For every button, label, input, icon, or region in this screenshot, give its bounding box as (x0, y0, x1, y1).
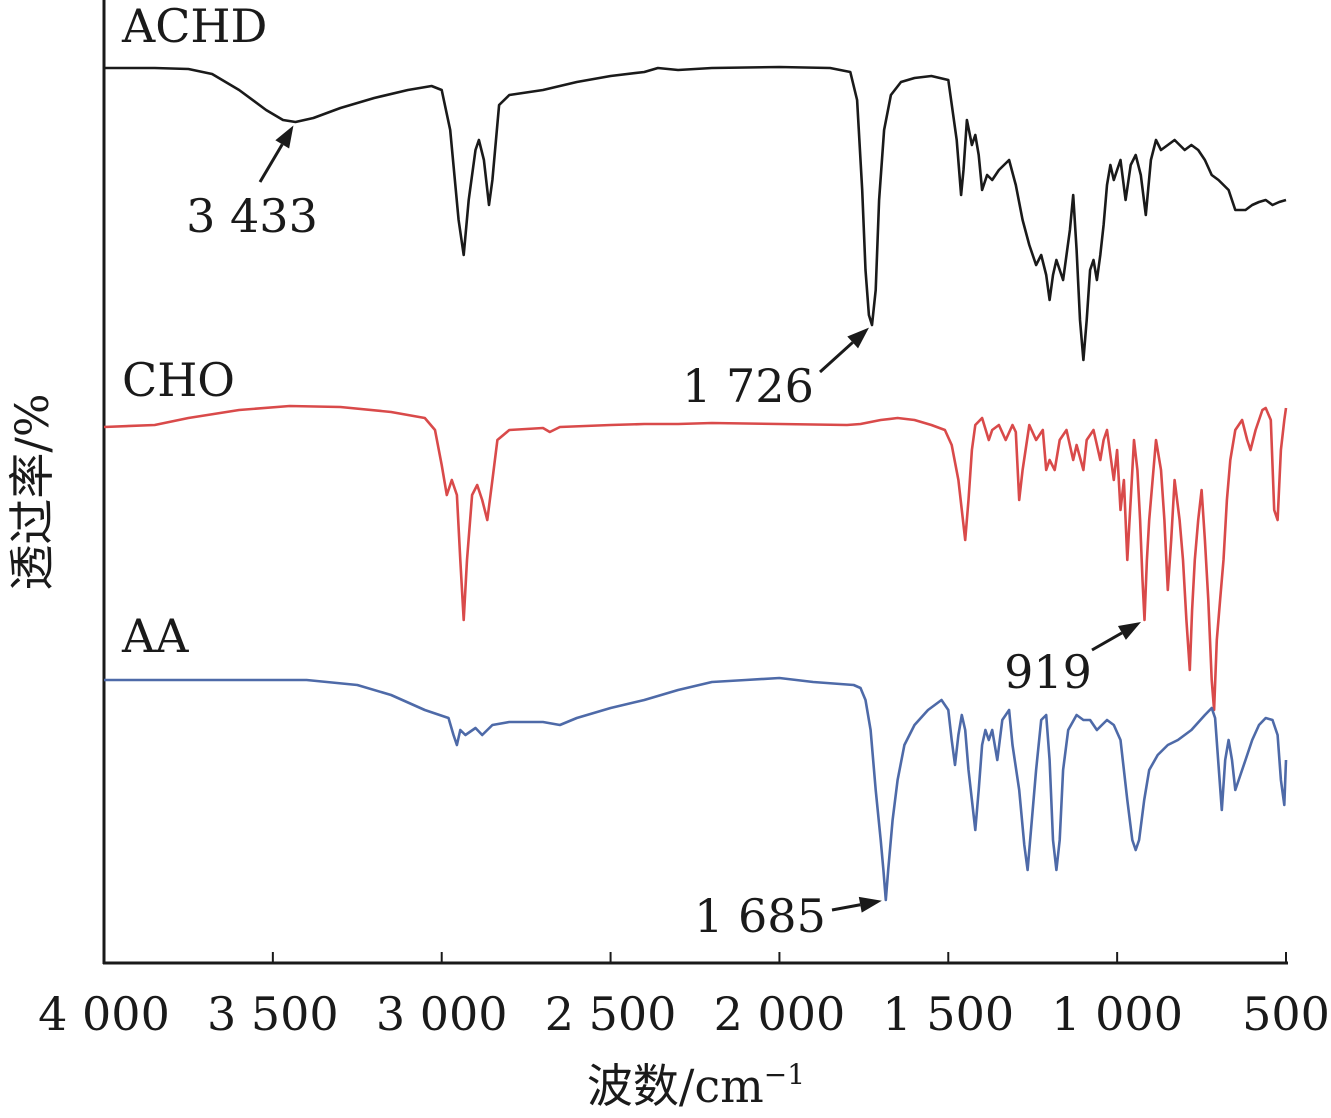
series-layer (103, 65, 1288, 902)
x-tick-label: 3 500 (207, 987, 339, 1041)
y-axis-label: 透过率/% (5, 393, 59, 590)
x-tick-label: 500 (1242, 987, 1330, 1041)
series-line-aa (104, 676, 1288, 902)
series-line-cho (103, 404, 1288, 712)
series-labels-layer: ACHD CHO AA (121, 0, 267, 663)
series-label-aa: AA (121, 609, 189, 663)
x-tick-label: 2 000 (714, 987, 846, 1041)
annotation-label: 1 685 (694, 889, 826, 943)
annotation-arrow-head (1117, 621, 1142, 640)
annotation-arrow-shaft (1091, 631, 1123, 652)
x-tick-label: 1 500 (882, 987, 1014, 1041)
annotations-layer: 3 433 1 726 919 1 685 (186, 125, 1142, 943)
x-tick-label: 4 000 (38, 987, 170, 1041)
annotation-arrow-shaft (818, 341, 854, 374)
annotation-arrow-head (858, 896, 882, 913)
x-tick-label: 3 000 (376, 987, 508, 1041)
series-label-cho: CHO (122, 353, 235, 407)
annotation-arrow-shaft (258, 143, 284, 183)
annotation-arrow-head (847, 327, 869, 349)
x-axis-label: 波数/cm−1 (587, 1058, 805, 1113)
annotation-arrow-head (275, 125, 294, 149)
x-ticks-layer: 4 000 3 500 3 000 2 500 2 000 1 500 1 000 500 (38, 952, 1330, 1041)
series-label-achd: ACHD (121, 0, 267, 53)
x-tick-label: 2 500 (545, 987, 677, 1041)
x-tick-label: 1 000 (1051, 987, 1183, 1041)
series-line-achd (104, 65, 1287, 362)
annotation-label: 1 726 (682, 359, 814, 413)
x-axis-label-superscript: −1 (764, 1058, 805, 1091)
annotation-arrow-shaft (831, 903, 861, 912)
annotation-label: 3 433 (186, 189, 318, 243)
x-axis-label-text: 波数/cm (587, 1059, 764, 1113)
annotation-label: 919 (1004, 645, 1092, 699)
axes-layer (102, 0, 1288, 965)
